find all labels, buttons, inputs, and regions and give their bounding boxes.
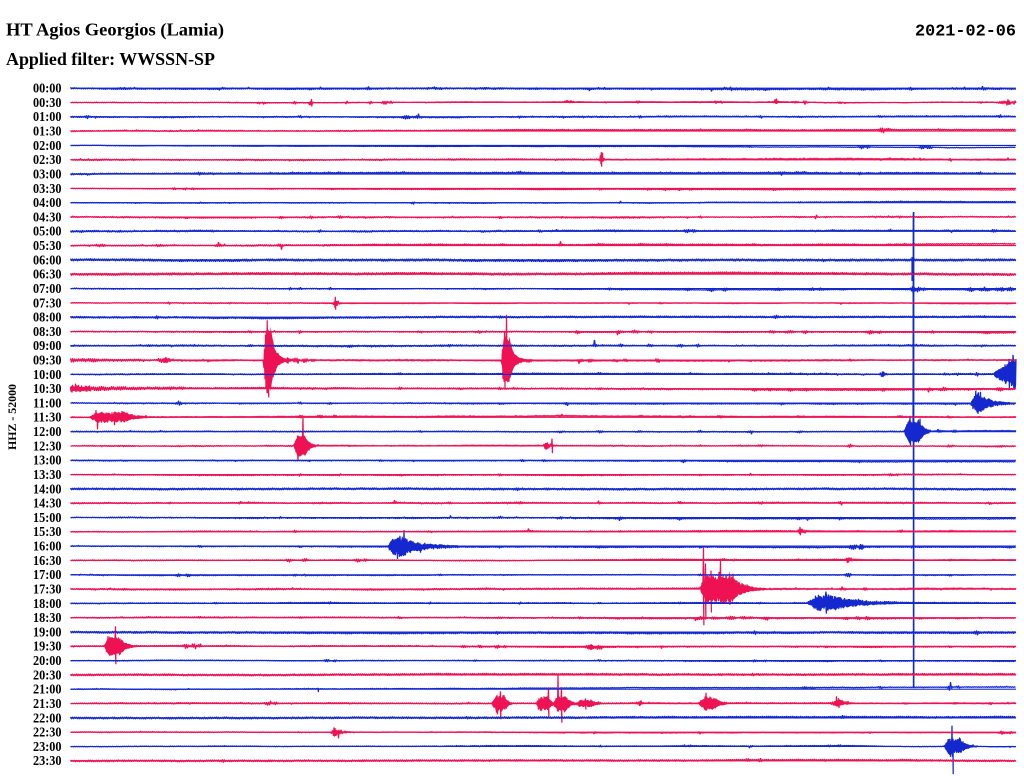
svg-text:17:30: 17:30 xyxy=(33,583,62,598)
svg-text:23:30: 23:30 xyxy=(33,754,62,769)
svg-text:12:00: 12:00 xyxy=(33,425,62,440)
svg-text:13:30: 13:30 xyxy=(33,468,62,483)
svg-text:11:30: 11:30 xyxy=(33,411,62,426)
svg-text:19:30: 19:30 xyxy=(33,640,62,655)
svg-text:15:30: 15:30 xyxy=(33,525,62,540)
svg-text:03:30: 03:30 xyxy=(33,182,62,197)
svg-text:08:30: 08:30 xyxy=(33,325,62,340)
svg-text:00:00: 00:00 xyxy=(33,82,62,97)
svg-text:20:30: 20:30 xyxy=(33,668,62,683)
svg-text:04:00: 04:00 xyxy=(33,196,62,211)
svg-text:06:00: 06:00 xyxy=(33,253,62,268)
svg-text:05:30: 05:30 xyxy=(33,239,62,254)
svg-text:Applied filter: WWSSN-SP: Applied filter: WWSSN-SP xyxy=(6,49,215,69)
svg-text:21:00: 21:00 xyxy=(33,683,62,698)
svg-text:02:00: 02:00 xyxy=(33,139,62,154)
svg-text:16:00: 16:00 xyxy=(33,540,62,555)
svg-text:08:00: 08:00 xyxy=(33,311,62,326)
svg-text:01:00: 01:00 xyxy=(33,110,62,125)
svg-text:16:30: 16:30 xyxy=(33,554,62,569)
svg-text:06:30: 06:30 xyxy=(33,268,62,283)
svg-text:10:30: 10:30 xyxy=(33,382,62,397)
svg-text:03:00: 03:00 xyxy=(33,168,62,183)
svg-text:10:00: 10:00 xyxy=(33,368,62,383)
svg-text:HHZ - 52000: HHZ - 52000 xyxy=(5,384,19,450)
svg-text:04:30: 04:30 xyxy=(33,210,62,225)
svg-text:02:30: 02:30 xyxy=(33,153,62,168)
svg-text:00:30: 00:30 xyxy=(33,96,62,111)
svg-text:05:00: 05:00 xyxy=(33,225,62,240)
svg-text:18:00: 18:00 xyxy=(33,597,62,612)
svg-text:19:00: 19:00 xyxy=(33,625,62,640)
svg-text:01:30: 01:30 xyxy=(33,125,62,140)
svg-text:21:30: 21:30 xyxy=(33,697,62,712)
svg-text:14:00: 14:00 xyxy=(33,482,62,497)
svg-text:09:00: 09:00 xyxy=(33,339,62,354)
svg-text:12:30: 12:30 xyxy=(33,439,62,454)
svg-text:14:30: 14:30 xyxy=(33,497,62,512)
svg-text:20:00: 20:00 xyxy=(33,654,62,669)
svg-text:22:30: 22:30 xyxy=(33,726,62,741)
svg-text:13:00: 13:00 xyxy=(33,454,62,469)
svg-text:22:00: 22:00 xyxy=(33,711,62,726)
svg-text:23:00: 23:00 xyxy=(33,740,62,755)
svg-text:15:00: 15:00 xyxy=(33,511,62,526)
svg-text:09:30: 09:30 xyxy=(33,354,62,369)
svg-text:17:00: 17:00 xyxy=(33,568,62,583)
svg-text:HT Agios Georgios (Lamia): HT Agios Georgios (Lamia) xyxy=(6,20,224,40)
svg-text:18:30: 18:30 xyxy=(33,611,62,626)
svg-text:07:00: 07:00 xyxy=(33,282,62,297)
svg-text:11:00: 11:00 xyxy=(33,396,62,411)
svg-text:07:30: 07:30 xyxy=(33,296,62,311)
svg-text:2021-02-06: 2021-02-06 xyxy=(915,22,1016,41)
